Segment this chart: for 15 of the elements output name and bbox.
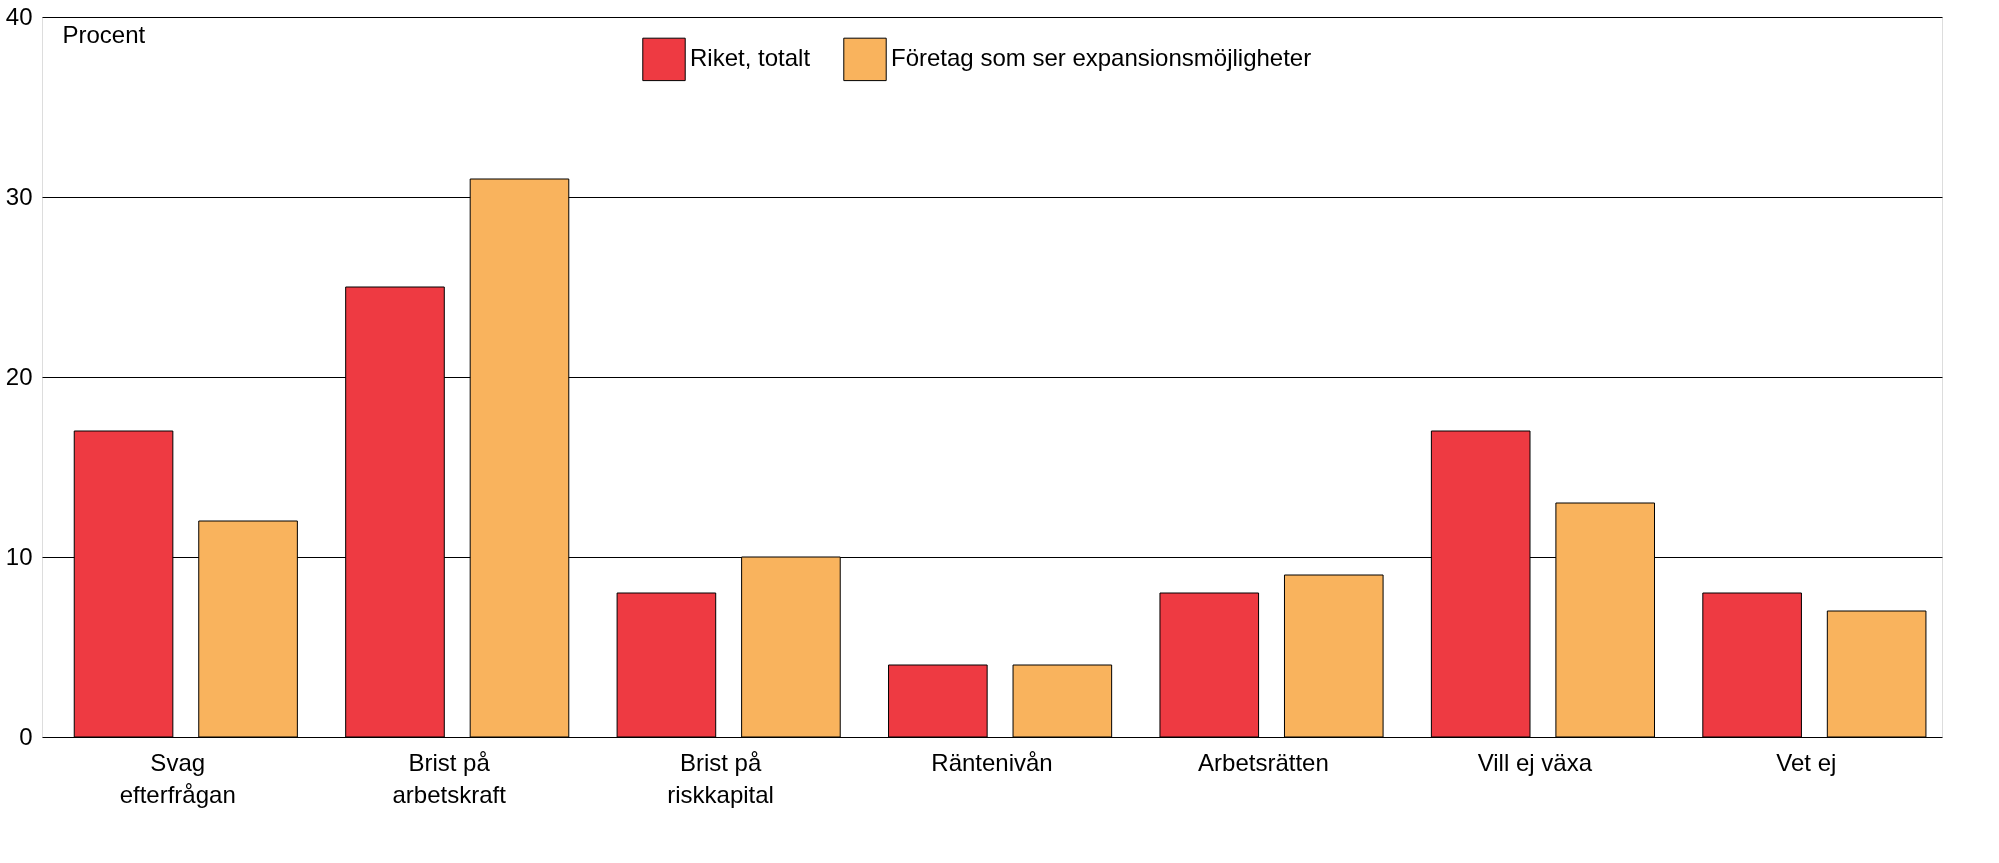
- legend-label: Riket, totalt: [690, 44, 811, 72]
- legend-label: Företag som ser expansionsmöjligheter: [891, 44, 1312, 72]
- x-tick-label: Räntenivån: [931, 748, 1053, 776]
- x-tick-label: Brist på riskkapital: [667, 748, 774, 808]
- y-tick-label: 40: [5, 2, 33, 30]
- x-tick-label: Vet ej: [1776, 748, 1837, 776]
- x-tick-label: Brist på arbetskraft: [392, 748, 507, 808]
- x-tick-label: Svag efterfrågan: [119, 748, 236, 808]
- x-tick-label: Arbetsrätten: [1198, 748, 1329, 776]
- y-axis-title: Procent: [62, 20, 146, 48]
- x-tick-label: Vill ej växa: [1477, 748, 1593, 776]
- y-tick-label: 10: [5, 542, 33, 570]
- y-tick-label: 0: [19, 722, 33, 750]
- y-tick-label: 30: [5, 182, 33, 210]
- y-tick-label: 20: [5, 362, 33, 390]
